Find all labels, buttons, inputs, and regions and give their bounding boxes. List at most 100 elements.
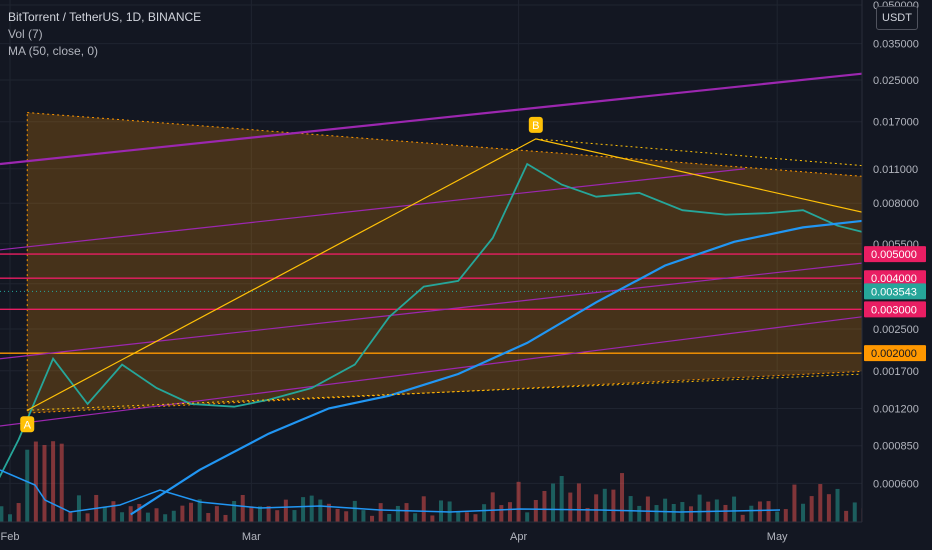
volume-bar: [628, 496, 633, 522]
volume-ma-path: [0, 469, 781, 513]
volume-bar: [499, 505, 504, 522]
volume-bar: [145, 512, 150, 522]
pattern-label-A: A: [24, 419, 32, 431]
volume-bar: [318, 499, 323, 522]
volume-bar: [249, 506, 254, 522]
volume-bar: [266, 506, 271, 522]
volume-bar: [309, 495, 314, 522]
price-label-text: 0.003000: [871, 304, 917, 316]
volume-bar: [568, 492, 573, 522]
volume-bar: [223, 514, 228, 522]
price-label-box: [864, 270, 926, 287]
price-label-text: 0.005000: [871, 249, 917, 261]
volume-bar: [180, 505, 185, 522]
volume-bar: [723, 504, 728, 522]
volume-bar: [594, 494, 599, 522]
volume-bar: [456, 510, 461, 522]
channel-line: [0, 168, 746, 251]
volume-bar: [0, 506, 4, 522]
volume-bar: [76, 495, 81, 522]
volume-bar: [801, 503, 806, 522]
volume-bar: [111, 501, 116, 522]
volume-bar: [257, 506, 262, 522]
y-tick-label: 0.002500: [873, 324, 919, 336]
ma-line: [130, 219, 862, 516]
grid-lines: [0, 0, 862, 522]
y-tick-label: 0.001700: [873, 366, 919, 378]
volume-ma-line: [0, 469, 781, 513]
currency-button[interactable]: USDT: [876, 6, 918, 30]
volume-bar: [292, 510, 297, 522]
volume-bar: [326, 503, 331, 522]
ma-indicator-label[interactable]: MA (50, close, 0): [8, 44, 99, 58]
volume-bar: [214, 506, 219, 522]
volume-bar: [171, 510, 176, 522]
y-tick-label: 0.000600: [873, 478, 919, 490]
price-label-text: 0.003543: [871, 286, 917, 298]
volume-bar: [137, 503, 142, 522]
price-label-text: 0.004000: [871, 273, 917, 285]
volume-bar: [25, 449, 30, 522]
y-tick-label: 0.011000: [873, 164, 918, 176]
volume-bar: [387, 514, 392, 522]
volume-bar: [335, 508, 340, 522]
price-label-box: [864, 283, 926, 300]
pattern-label-box: [528, 116, 543, 133]
time-axis: FebMarAprMayJunJulAugSepOctNov: [0, 521, 862, 543]
y-tick-label: 0.035000: [873, 39, 919, 51]
pattern-ac: [27, 373, 862, 411]
volume-bar: [344, 511, 349, 522]
x-tick-label: Feb: [1, 531, 20, 543]
volume-bar: [361, 510, 366, 522]
volume-bar: [792, 484, 797, 522]
volume-bar: [809, 496, 814, 522]
volume-bar: [163, 514, 168, 522]
volume-bar: [697, 494, 702, 522]
volume-bar: [559, 476, 564, 522]
pattern-label-box: [20, 416, 35, 433]
volume-bar: [68, 512, 73, 522]
volume-indicator-label[interactable]: Vol (7): [8, 27, 43, 41]
pattern-label-B: B: [532, 120, 539, 132]
volume-bar: [757, 501, 762, 522]
volume-bar: [8, 514, 12, 522]
symbol-title[interactable]: BitTorrent / TetherUS, 1D, BINANCE: [8, 10, 202, 24]
volume-bar: [835, 488, 840, 522]
volume-bar: [51, 441, 56, 522]
volume-bar: [42, 445, 47, 522]
price-line: [0, 162, 862, 479]
volume-bar: [421, 496, 426, 522]
price-label-box: [864, 345, 926, 362]
channel-line: [0, 316, 862, 427]
price-label-box: [864, 301, 926, 318]
volume-bar: [585, 507, 590, 522]
volume-bar: [740, 514, 745, 522]
volume-bar: [240, 494, 245, 522]
triangle-pattern: [26, 112, 862, 414]
volume-bar: [120, 512, 125, 522]
moving-average: [130, 219, 862, 516]
price-label-text: 0.002000: [871, 348, 917, 360]
volume-bar: [611, 489, 616, 522]
volume-bar: [490, 492, 495, 522]
volume-bar: [378, 503, 383, 522]
volume-bars: [0, 441, 862, 522]
volume-bar: [783, 509, 788, 522]
volume-bar: [671, 504, 676, 522]
volume-bar: [525, 512, 530, 522]
volume-bar: [395, 505, 400, 522]
y-tick-label: 0.000850: [873, 441, 919, 453]
volume-bar: [154, 508, 159, 522]
y-tick-label: 0.025000: [873, 75, 919, 87]
volume-bar: [189, 502, 194, 522]
volume-bar: [533, 499, 538, 522]
abcd-pattern: ABCD: [20, 116, 862, 433]
volume-bar: [352, 500, 357, 522]
volume-bar: [844, 510, 849, 522]
volume-bar: [85, 513, 90, 522]
volume-bar: [542, 490, 547, 522]
volume-bar: [749, 505, 754, 522]
x-tick-label: Mar: [242, 531, 261, 543]
volume-bar: [645, 496, 650, 522]
